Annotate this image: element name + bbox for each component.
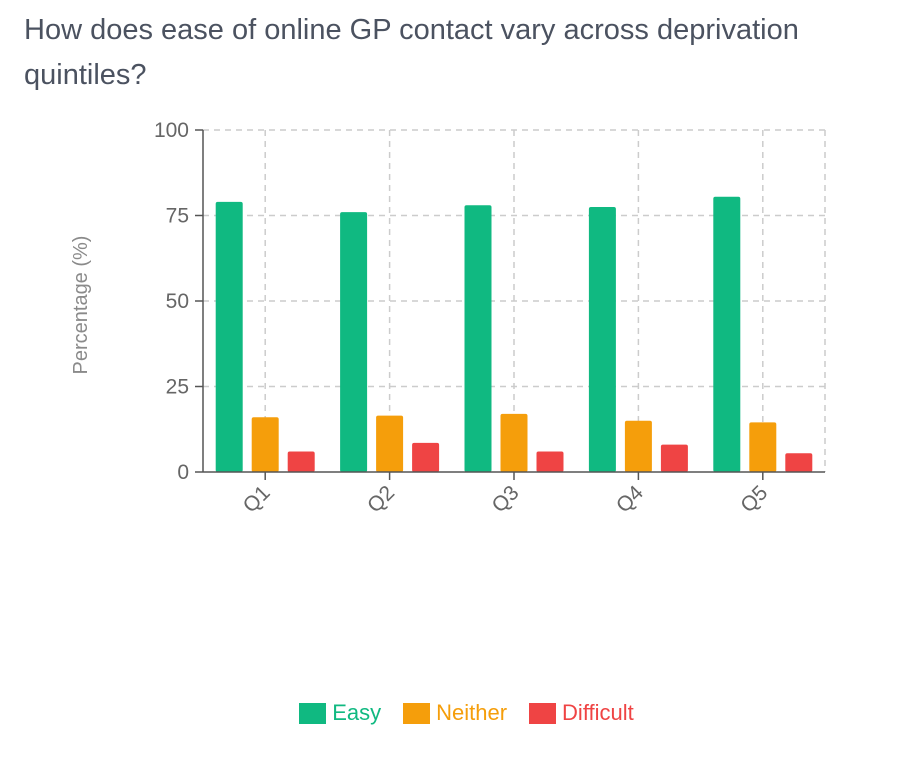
bar-neither-q1[interactable] <box>251 417 279 472</box>
bar-neither-q4[interactable] <box>624 420 652 472</box>
legend-swatch-neither <box>403 702 431 724</box>
legend-label-easy: Easy <box>332 700 382 725</box>
legend-item-difficult[interactable]: Difficult <box>529 700 634 726</box>
bar-neither-q2[interactable] <box>376 415 404 472</box>
bar-difficult-q1[interactable] <box>287 451 315 472</box>
x-tick-label-q1: Q1 <box>239 481 275 517</box>
y-tick-label-75: 75 <box>166 205 189 228</box>
bar-neither-q3[interactable] <box>500 413 528 472</box>
bar-easy-q1[interactable] <box>215 201 243 472</box>
chart-title: How does ease of online GP contact vary … <box>24 14 799 91</box>
legend-label-neither: Neither <box>436 700 508 725</box>
bar-neither-q5[interactable] <box>749 422 777 472</box>
x-tick-label-q4: Q4 <box>612 481 648 517</box>
legend-item-easy[interactable]: Easy <box>299 700 381 726</box>
bar-difficult-q2[interactable] <box>412 442 440 472</box>
y-tick-label-50: 50 <box>166 290 189 313</box>
bar-easy-q3[interactable] <box>464 205 492 473</box>
bar-difficult-q3[interactable] <box>536 451 564 472</box>
legend-swatch-easy <box>299 702 327 724</box>
x-tick-label-q2: Q2 <box>363 481 399 517</box>
grid-lines <box>203 129 826 472</box>
legend-swatch-difficult <box>529 702 557 724</box>
bar-chart: 0 25 50 75 100 Q1 Q2 Q3 Q4 Q5 Percentage (%) <box>70 119 826 517</box>
y-tick-label-25: 25 <box>166 376 189 399</box>
bar-easy-q5[interactable] <box>713 196 741 472</box>
bar-easy-q2[interactable] <box>340 212 368 472</box>
y-axis-title: Percentage (%) <box>70 236 92 375</box>
bar-difficult-q4[interactable] <box>660 444 688 472</box>
y-tick-label-100: 100 <box>154 119 189 142</box>
axes <box>195 129 825 480</box>
bar-easy-q4[interactable] <box>588 206 616 472</box>
legend: Easy Neither Difficult <box>0 700 903 726</box>
x-tick-label-q5: Q5 <box>736 481 772 517</box>
x-tick-label-q3: Q3 <box>487 481 523 517</box>
y-tick-label-0: 0 <box>177 461 189 484</box>
bar-difficult-q5[interactable] <box>785 453 813 472</box>
legend-label-difficult: Difficult <box>562 700 634 725</box>
legend-item-neither[interactable]: Neither <box>403 700 507 726</box>
bars <box>215 196 813 473</box>
